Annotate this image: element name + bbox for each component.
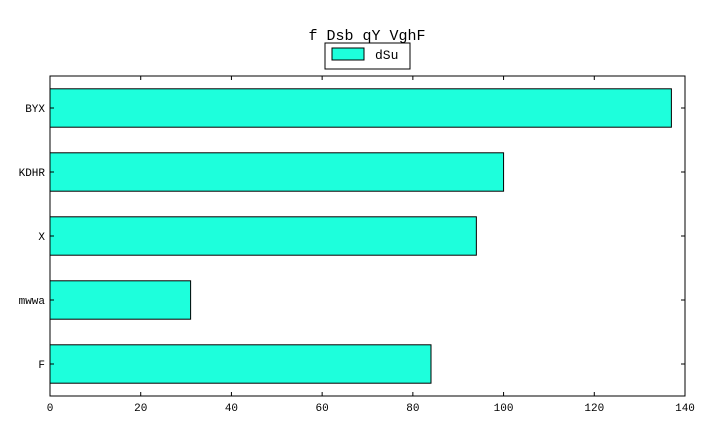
category-label: X [38,232,45,244]
x-tick-label: 60 [316,403,329,415]
legend: dSu [324,42,411,70]
bar-mwwa [49,280,192,320]
x-tick-label: 140 [675,403,695,415]
x-tick-label: 120 [584,403,604,415]
x-tick-label: 40 [225,403,238,415]
bar-x [49,216,477,256]
x-tick-label: 80 [406,403,419,415]
category-label: mwwa [19,296,46,308]
bar-f [49,344,432,384]
bars-layer [49,88,672,384]
category-label: KDHR [19,168,46,180]
bar-byx [49,88,672,128]
chart-title: f Dsb qY VghF [308,28,425,45]
x-tick-label: 20 [134,403,147,415]
x-tick-label: 0 [47,403,54,415]
legend-label: dSu [375,48,398,63]
ticks-layer [49,76,686,396]
legend-swatch [331,47,365,61]
x-tick-labels: 0 20 40 60 80 100 120 140 [47,403,695,415]
legend-box [324,42,411,70]
x-tick-label: 100 [494,403,514,415]
bar-kdhr [49,152,505,192]
category-label: BYX [25,104,45,116]
category-label: F [38,360,45,372]
